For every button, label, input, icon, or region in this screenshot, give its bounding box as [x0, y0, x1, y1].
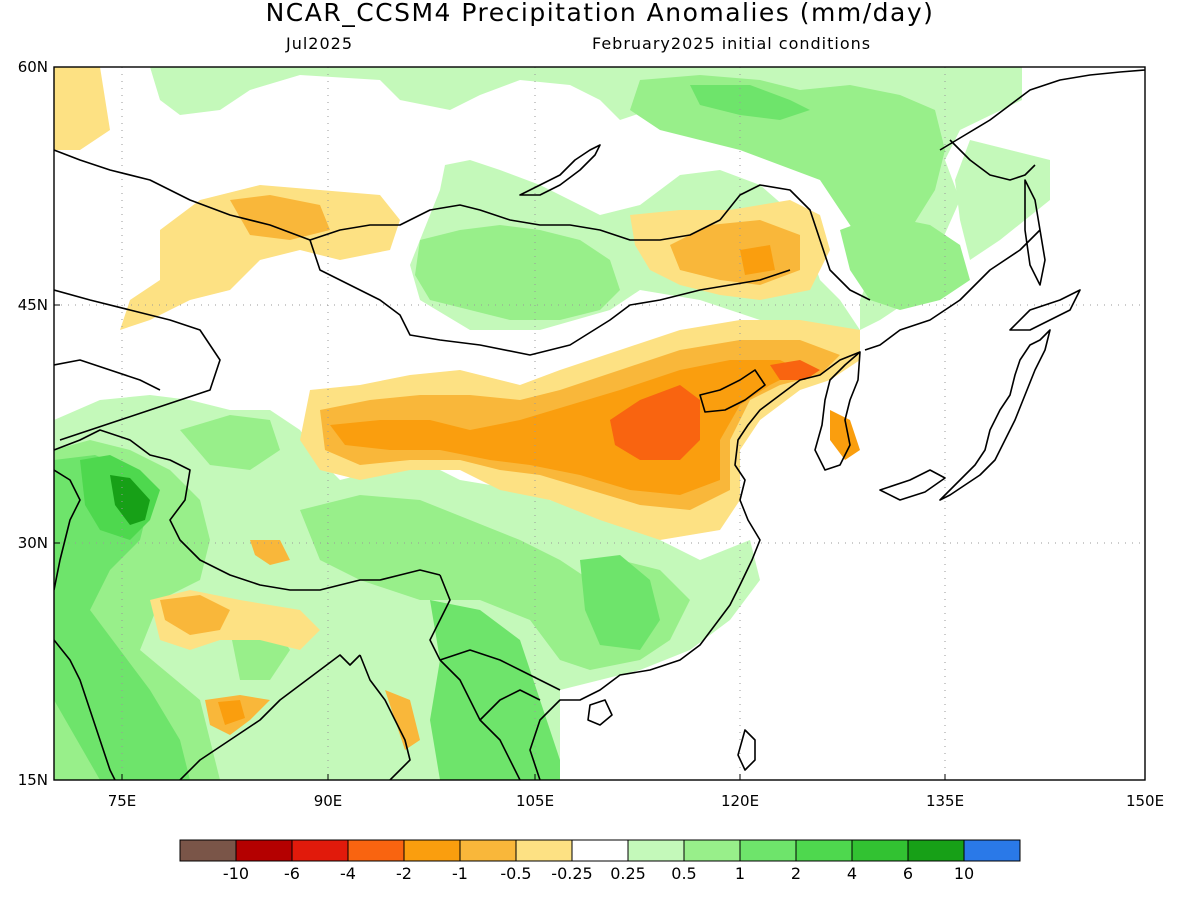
colorbar-label: 0.5 [671, 864, 697, 883]
lat-label-45N: 45N [18, 296, 48, 314]
colorbar-swatch [515, 839, 573, 862]
dry-myanmar [385, 690, 420, 750]
dry-altai-band [120, 185, 400, 330]
colorbar-label: 0.25 [610, 864, 646, 883]
lat-label-60N: 60N [18, 58, 48, 76]
lon-label-120E: 120E [721, 792, 759, 810]
dry-altai-core [230, 195, 330, 240]
dry-korea [830, 410, 860, 460]
wet-amur-region [840, 215, 970, 310]
colorbar-swatch [739, 839, 797, 862]
lon-label-75E: 75E [108, 792, 137, 810]
wet-south-china-core [580, 555, 660, 650]
wet-indochina [430, 600, 560, 780]
forecast-month: Jul2025 [286, 34, 354, 53]
plot-frame [53, 66, 1146, 781]
latitude-labels: 60N 45N 30N 15N [18, 58, 60, 789]
colorbar-swatch [235, 839, 293, 862]
wet-himalaya-peak [110, 475, 150, 525]
wet-india-west [54, 455, 190, 780]
colorbar-swatch [851, 839, 909, 862]
wet-northeast-core [690, 85, 810, 120]
colorbar-swatch [795, 839, 853, 862]
wet-tibet-plateau [180, 415, 280, 470]
colorbar-label: 6 [902, 864, 914, 883]
lon-label-90E: 90E [314, 792, 343, 810]
initial-conditions: February2025 initial conditions [592, 34, 872, 53]
colorbar-swatch [291, 839, 349, 862]
colorbar-swatch [963, 839, 1021, 862]
wet-far-east [955, 140, 1050, 260]
colorbar-label: -1 [452, 864, 468, 883]
dry-india-north-core [160, 595, 230, 635]
dry-north-china-strong [610, 385, 700, 460]
colorbar-label: 4 [846, 864, 858, 883]
colorbar [179, 839, 1021, 862]
dry-bohai-strong [770, 360, 820, 380]
colorbar-label: 10 [953, 864, 975, 883]
lat-label-15N: 15N [18, 771, 48, 789]
colorbar-swatch [403, 839, 461, 862]
longitude-labels: 75E 90E 105E 120E 135E 150E [108, 774, 1164, 810]
colorbar-swatch [683, 839, 741, 862]
lon-label-150E: 150E [1126, 792, 1164, 810]
colorbar-label: -0.25 [551, 864, 593, 883]
colorbar-label: -4 [340, 864, 356, 883]
dry-kazakh-region [54, 67, 110, 150]
coastlines-and-borders [54, 69, 1145, 780]
colorbar-label: 2 [790, 864, 802, 883]
map-title: NCAR_CCSM4 Precipitation Anomalies (mm/d… [265, 0, 935, 27]
colorbar-swatch [627, 839, 685, 862]
colorbar-label: -10 [222, 864, 250, 883]
lon-label-105E: 105E [516, 792, 554, 810]
dry-nepal [250, 540, 290, 565]
wet-north-core [630, 75, 945, 260]
colorbar-label: -2 [396, 864, 412, 883]
colorbar-swatch [347, 839, 405, 862]
dry-india-central-core [218, 700, 245, 725]
dry-manchuria-strong [740, 245, 775, 275]
wet-mongolia-core [415, 225, 620, 320]
colorbar-label: 1 [734, 864, 746, 883]
colorbar-swatch [179, 839, 237, 862]
colorbar-label: -6 [284, 864, 300, 883]
colorbar-swatch [459, 839, 517, 862]
colorbar-swatch [907, 839, 965, 862]
lat-label-30N: 30N [18, 534, 48, 552]
colorbar-label: -0.5 [500, 864, 532, 883]
anomaly-fields [54, 67, 1050, 780]
lon-label-135E: 135E [926, 792, 964, 810]
colorbar-swatch [571, 839, 629, 862]
